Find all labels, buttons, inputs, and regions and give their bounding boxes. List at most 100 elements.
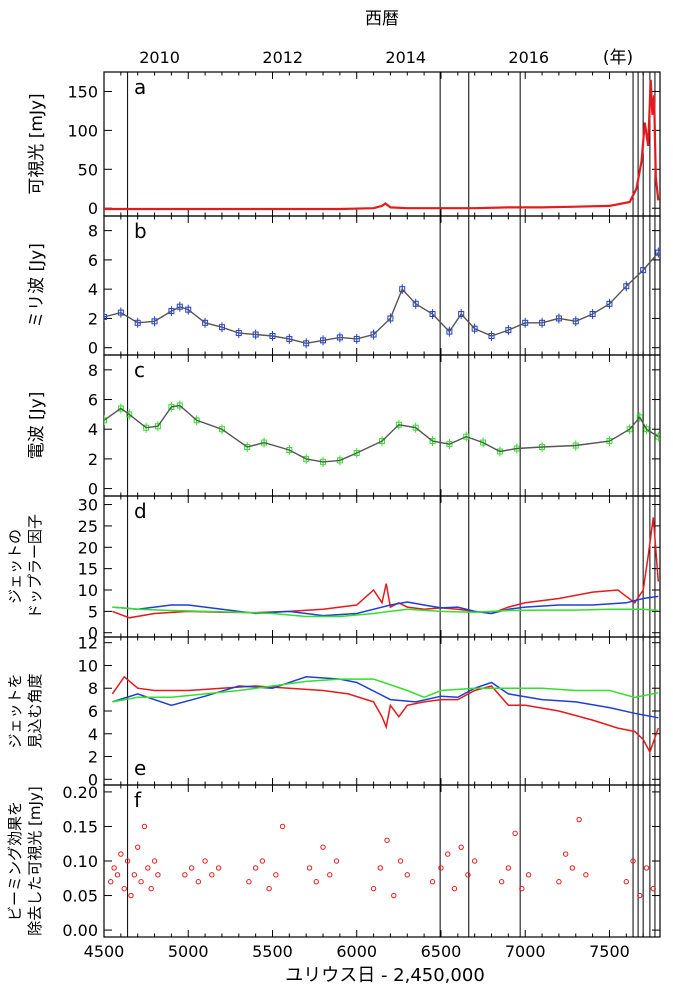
data-point [399, 286, 406, 293]
y-tick-label: 4 [88, 725, 98, 744]
top-tick-label: 2012 [262, 48, 303, 67]
data-point [623, 879, 630, 885]
data-point [118, 851, 124, 857]
data-point [471, 858, 478, 864]
y-tick-label: 0 [88, 339, 98, 358]
data-point [412, 300, 419, 307]
data-point [643, 865, 650, 871]
panel-data [104, 400, 660, 467]
y-tick-label: 30 [78, 496, 98, 515]
data-point [151, 858, 158, 864]
y-axis-label: 除去した可視光 [mJy] [26, 786, 44, 935]
y-axis-label: ドップラー因子 [26, 514, 44, 619]
top-axis-ticks: 2010 2012 2014 2016 [139, 48, 549, 67]
data-point [525, 872, 532, 878]
panel-letter: e [134, 756, 146, 780]
series-line-red [111, 675, 660, 754]
data-point [387, 315, 394, 322]
data-point [589, 311, 596, 318]
data-point [377, 865, 384, 871]
data-point [576, 816, 582, 823]
series-line-red [112, 517, 660, 619]
data-point [429, 311, 436, 318]
y-tick-label: 4 [88, 420, 98, 439]
data-point [488, 332, 495, 339]
data-point [252, 865, 259, 871]
panel-a: 0 50 100 150 a 可視光 [mJy] [27, 71, 661, 218]
data-point [429, 879, 436, 885]
data-point [480, 439, 487, 446]
trend-line [104, 252, 659, 345]
series-line-red [104, 79, 660, 211]
y-axis-label: ミリ波 [Jy] [27, 243, 47, 328]
data-point [458, 311, 465, 318]
data-point [121, 885, 127, 892]
panel-frame [103, 784, 661, 938]
data-point [259, 858, 266, 864]
data-point [202, 858, 208, 864]
data-point [126, 411, 133, 418]
panel-letter: d [134, 499, 147, 523]
data-point [505, 865, 512, 871]
data-point [636, 414, 643, 421]
y-tick-label: 0.15 [62, 817, 98, 836]
data-point [141, 823, 148, 830]
y-tick-label: 0 [88, 199, 98, 218]
panel-letter: a [134, 75, 146, 99]
data-point [128, 892, 134, 899]
top-axis-title: 西暦 [365, 9, 399, 29]
y-axis-label: ビーミング効果を [6, 801, 24, 921]
data-point [145, 865, 151, 871]
data-point [266, 885, 272, 892]
data-point [623, 283, 630, 290]
panel-letter: b [134, 219, 147, 243]
data-point [650, 885, 656, 892]
data-point [446, 328, 453, 335]
y-axis-label: 可視光 [mJy] [27, 93, 47, 194]
y-tick-label: 8 [88, 361, 98, 380]
y-tick-label: 8 [88, 222, 98, 241]
data-point [114, 872, 121, 878]
data-point [458, 844, 464, 850]
data-point [273, 872, 279, 878]
panel-frame [103, 215, 661, 356]
panel-frame [103, 354, 661, 497]
data-point [138, 879, 144, 885]
data-point [655, 249, 660, 256]
data-point [626, 426, 633, 433]
top-tick-label: 2016 [508, 48, 549, 67]
data-point [134, 844, 141, 850]
y-tick-label: 0.00 [62, 921, 98, 940]
y-tick-label: 15 [78, 560, 98, 579]
data-point [279, 823, 286, 830]
data-point [512, 830, 518, 837]
data-point [384, 837, 390, 843]
y-tick-label: 5 [88, 602, 98, 621]
panel-letter: f [134, 788, 142, 812]
data-point [556, 879, 562, 885]
panel-frame [103, 71, 661, 217]
data-point [498, 879, 505, 885]
data-point [148, 885, 154, 892]
series-line-blue [112, 595, 659, 617]
y-tick-label: 4 [88, 280, 98, 299]
panel-b: 0 2 4 6 8 b ミリ波 [Jy] [27, 215, 661, 358]
data-point [404, 872, 410, 878]
panel-c: 0 2 4 6 8 c 電波 [Jy] [27, 354, 661, 499]
y-tick-label: 10 [78, 581, 98, 600]
data-point [438, 865, 444, 871]
y-tick-label: 6 [88, 251, 98, 270]
data-point [465, 872, 471, 878]
panel-e: 0 2 4 6 8 10 12 e ジェットを 見込む角度 [6, 634, 661, 789]
y-tick-label: 0.10 [62, 852, 98, 871]
panel-data [104, 247, 660, 349]
data-point [195, 879, 202, 885]
x-axis-label: ユリウス日 - 2,450,000 [285, 965, 485, 986]
data-point [606, 300, 613, 307]
data-point [562, 851, 569, 857]
top-tick-label: 2014 [385, 48, 426, 67]
y-tick-label: 100 [67, 121, 98, 140]
data-point [117, 405, 124, 412]
